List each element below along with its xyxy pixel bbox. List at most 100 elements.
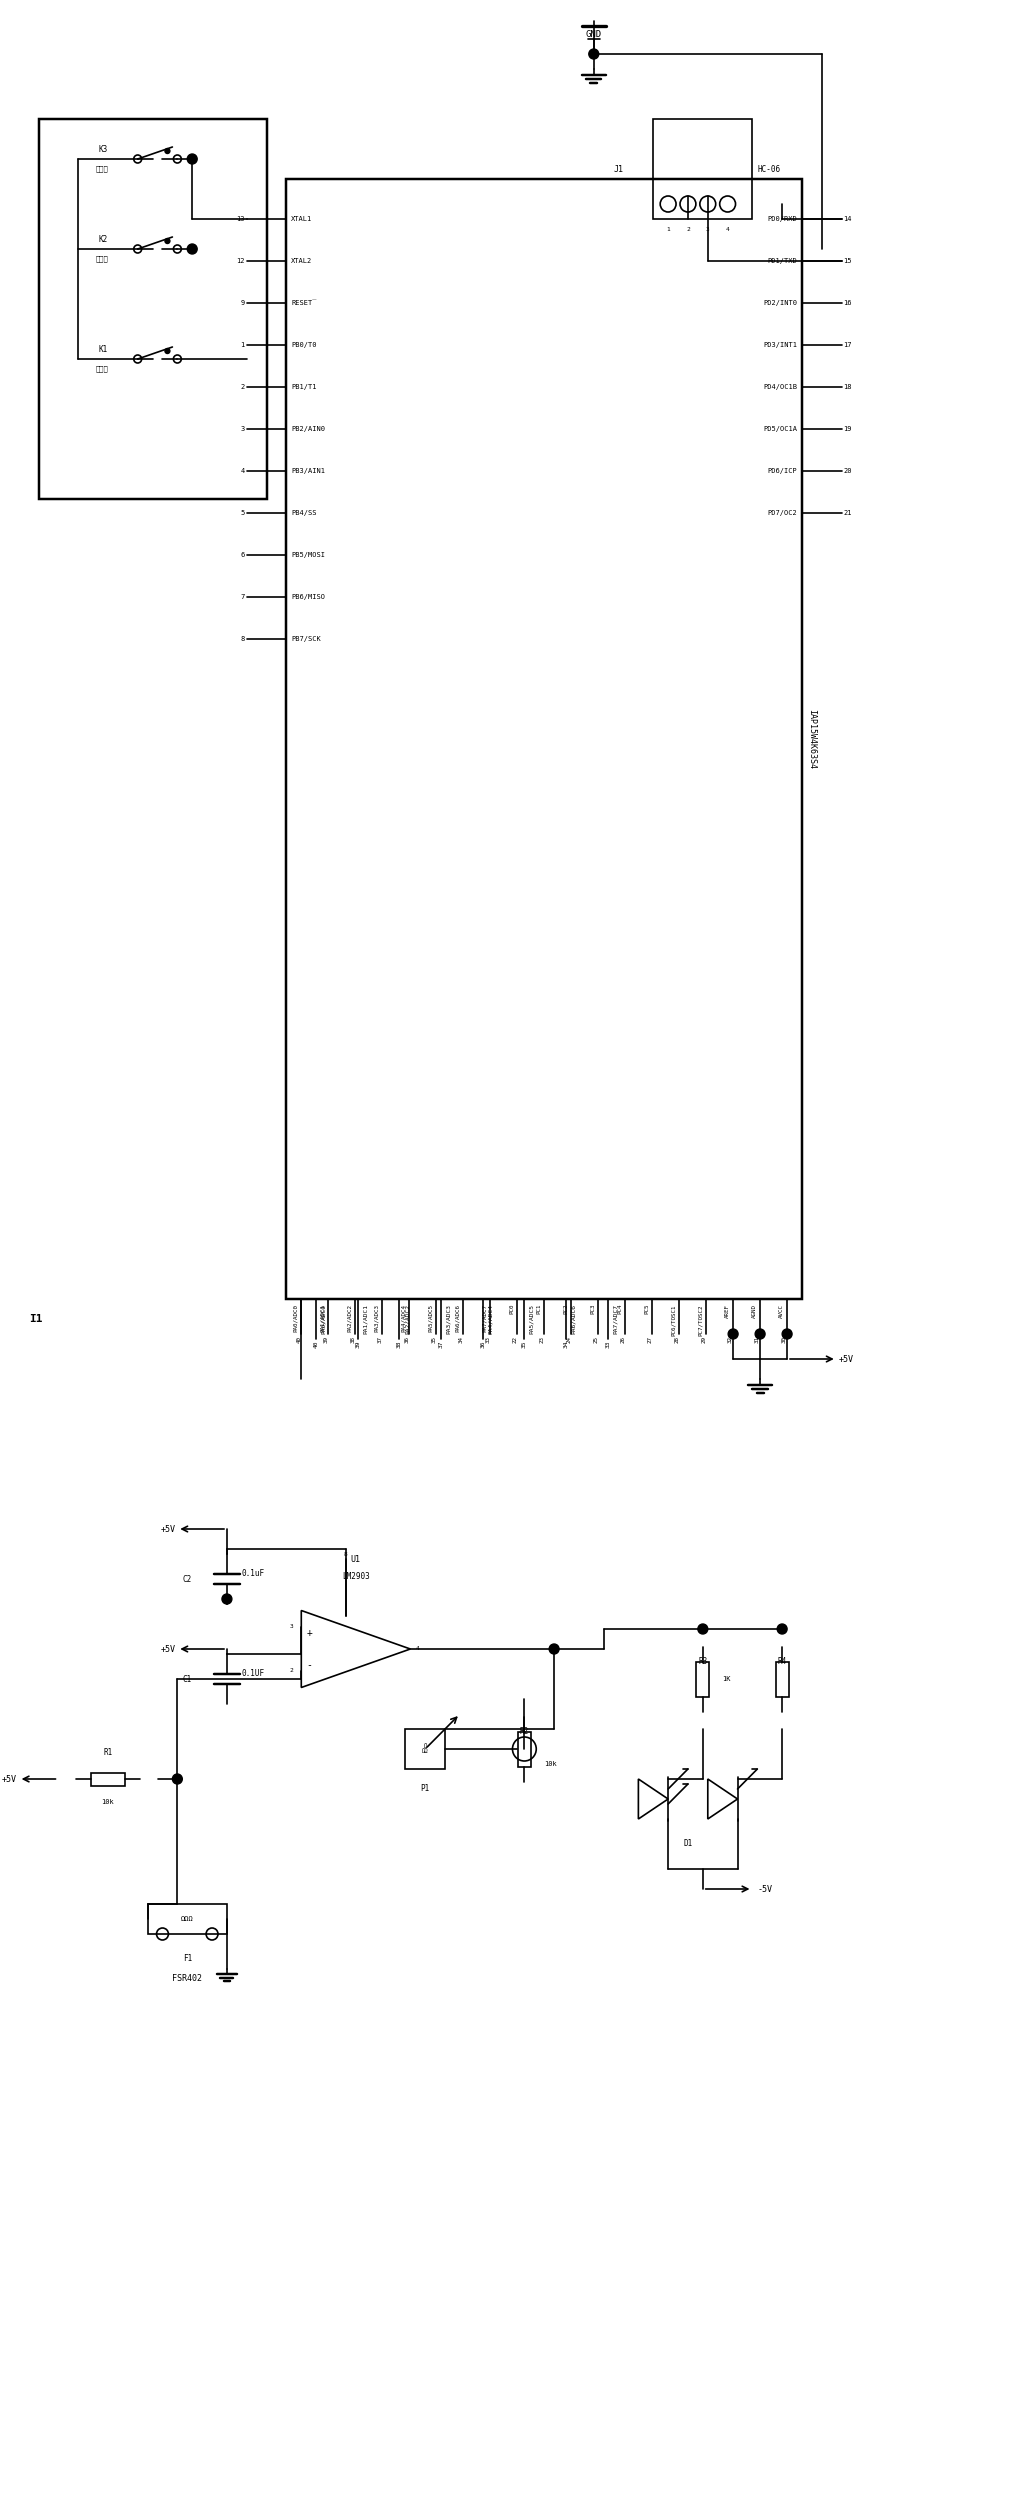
Text: 38: 38 (351, 1337, 356, 1342)
Text: PD5/OC1A: PD5/OC1A (763, 425, 797, 432)
Text: 35: 35 (431, 1337, 436, 1342)
Text: PB1/T1: PB1/T1 (292, 385, 317, 390)
Text: P1: P1 (421, 1784, 430, 1792)
Text: HC-06: HC-06 (758, 165, 780, 172)
Text: PC7/TOSC2: PC7/TOSC2 (698, 1304, 703, 1334)
Text: 39: 39 (324, 1337, 328, 1342)
Text: 3: 3 (706, 227, 709, 232)
Text: PD3/INT1: PD3/INT1 (763, 342, 797, 347)
Text: -5V: -5V (758, 1884, 772, 1894)
Text: 38: 38 (397, 1342, 402, 1349)
Circle shape (755, 1329, 765, 1339)
Circle shape (698, 1624, 708, 1634)
Text: 15: 15 (843, 257, 852, 265)
Circle shape (172, 1774, 182, 1784)
Text: AREF: AREF (725, 1304, 730, 1317)
Text: 32: 32 (728, 1337, 733, 1342)
Text: 9: 9 (240, 300, 244, 305)
Text: 14: 14 (843, 215, 852, 222)
Text: R2: R2 (520, 1727, 529, 1734)
Text: PB7/SCK: PB7/SCK (292, 637, 321, 642)
Text: 16: 16 (843, 300, 852, 305)
Bar (287, 180, 802, 1299)
Text: 36: 36 (404, 1337, 409, 1342)
Circle shape (222, 1594, 232, 1604)
Text: 34: 34 (564, 1342, 568, 1349)
Text: 4: 4 (726, 227, 730, 232)
Circle shape (188, 155, 197, 165)
Circle shape (777, 1624, 787, 1634)
Text: 35: 35 (522, 1342, 527, 1349)
Text: K1: K1 (99, 345, 108, 352)
Text: F1: F1 (182, 1954, 192, 1964)
Text: PB6/MISO: PB6/MISO (292, 595, 326, 600)
Text: 1: 1 (240, 342, 244, 347)
Text: PC2: PC2 (563, 1304, 568, 1314)
Text: PA6/ADC6: PA6/ADC6 (571, 1304, 576, 1334)
Text: 1: 1 (666, 227, 670, 232)
Text: 13: 13 (236, 215, 244, 222)
Text: 4: 4 (415, 1647, 419, 1652)
Text: PA1/ADC1: PA1/ADC1 (321, 1304, 326, 1332)
Text: 26: 26 (621, 1337, 625, 1342)
Text: 29: 29 (701, 1337, 706, 1342)
Text: PD0/RXD: PD0/RXD (767, 215, 797, 222)
Text: 39: 39 (356, 1342, 360, 1349)
Text: K3: K3 (99, 145, 108, 152)
Text: 24: 24 (566, 1337, 571, 1342)
Text: PD1/TXD: PD1/TXD (767, 257, 797, 265)
Text: PA3/ADC3: PA3/ADC3 (446, 1304, 451, 1334)
Bar (775, 1662, 789, 1697)
Text: PD2/INT0: PD2/INT0 (763, 300, 797, 305)
Text: PD6/ICP: PD6/ICP (767, 467, 797, 475)
Text: 1K: 1K (723, 1677, 731, 1682)
Text: U1: U1 (351, 1554, 361, 1564)
Circle shape (728, 1329, 738, 1339)
Text: 2: 2 (686, 227, 690, 232)
Text: 18: 18 (843, 385, 852, 390)
Text: R3: R3 (698, 1657, 707, 1664)
Text: 31: 31 (755, 1337, 760, 1342)
Text: J1: J1 (613, 165, 624, 172)
Text: 0.1UF: 0.1UF (242, 1669, 265, 1679)
Text: PB4/SS: PB4/SS (292, 510, 317, 515)
Text: PA2/ADC2: PA2/ADC2 (404, 1304, 409, 1334)
Text: PB2/AIN0: PB2/AIN0 (292, 425, 326, 432)
Bar (405, 1729, 445, 1769)
Text: +5V: +5V (838, 1354, 854, 1364)
Text: +: + (306, 1627, 312, 1637)
Text: 12: 12 (236, 257, 244, 265)
Bar (91, 1772, 126, 1784)
Text: +5V: +5V (2, 1774, 16, 1784)
Circle shape (188, 245, 197, 255)
Text: PA0/ADC0: PA0/ADC0 (293, 1304, 298, 1332)
Text: C1: C1 (182, 1674, 192, 1684)
Text: PA1/ADC1: PA1/ADC1 (363, 1304, 368, 1334)
Text: 0.1uF: 0.1uF (242, 1569, 265, 1579)
Text: IAP15W4K63S4: IAP15W4K63S4 (807, 710, 816, 770)
Text: PC6/TOSC1: PC6/TOSC1 (671, 1304, 676, 1334)
Text: PB3/AIN1: PB3/AIN1 (292, 467, 326, 475)
Text: 校核键: 校核键 (95, 165, 108, 172)
Text: PC3: PC3 (590, 1304, 595, 1314)
Text: R1: R1 (103, 1747, 112, 1757)
Text: 40: 40 (296, 1337, 301, 1342)
Text: XTAL2: XTAL2 (292, 257, 312, 265)
Text: +5V: +5V (161, 1524, 175, 1534)
Text: PD7/OC2: PD7/OC2 (767, 510, 797, 515)
Text: PA3/ADC3: PA3/ADC3 (374, 1304, 379, 1332)
Text: 21: 21 (843, 510, 852, 515)
Text: 3: 3 (290, 1624, 294, 1629)
Text: GND: GND (586, 30, 602, 40)
Text: PA4/ADC4: PA4/ADC4 (488, 1304, 493, 1334)
Text: 37: 37 (438, 1342, 443, 1349)
Text: 19: 19 (843, 425, 852, 432)
Text: 5: 5 (240, 510, 244, 515)
Bar (696, 1662, 709, 1697)
Text: 36: 36 (480, 1342, 486, 1349)
Text: PC5: PC5 (644, 1304, 650, 1314)
Text: +5V: +5V (161, 1644, 175, 1654)
Text: D1: D1 (684, 1839, 693, 1847)
Text: PA7/ADC7: PA7/ADC7 (612, 1304, 618, 1334)
Text: R4: R4 (777, 1657, 787, 1664)
